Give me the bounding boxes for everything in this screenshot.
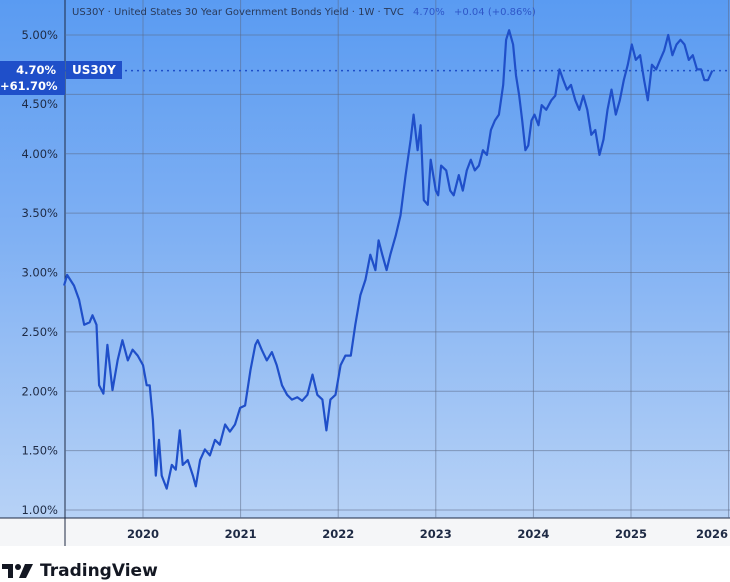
symbol-label: US30Y [66, 61, 122, 79]
y-tick-label: 4.50% [21, 97, 58, 111]
tradingview-logo[interactable]: TradingView [2, 561, 158, 581]
x-tick-label: 2026 [696, 527, 728, 541]
x-axis: 2020 2021 2022 2023 2024 2025 2026 [127, 527, 728, 541]
y-tick-label: 3.50% [21, 206, 58, 220]
price-scale-label: 4.70% +61.70% [0, 61, 65, 95]
logo-text: TradingView [40, 561, 158, 581]
y-axis: 5.00% 4.50% 4.00% 3.50% 3.00% 2.50% 2.00% 1.50%… [21, 28, 58, 517]
y-tick-label: 1.50% [21, 444, 58, 458]
tradingview-logo-icon [2, 564, 33, 578]
change-value: +0.04 (+0.86%) [454, 7, 536, 18]
chart-svg: 5.00% 4.50% 4.00% 3.50% 3.00% 2.50% 2.00% 1.50%… [0, 0, 730, 546]
chart-area[interactable] [0, 0, 730, 518]
y-tick-label: 5.00% [21, 28, 58, 42]
y-tick-label: 3.00% [21, 266, 58, 280]
x-tick-label: 2022 [322, 527, 354, 541]
price-label-change: +61.70% [0, 79, 58, 93]
series-line [63, 29, 714, 490]
x-tick-label: 2020 [127, 527, 159, 541]
price-label-value: 4.70% [16, 63, 56, 77]
symbol-title: US30Y · United States 30 Year Government… [72, 7, 404, 18]
x-tick-label: 2021 [225, 527, 257, 541]
x-tick-label: 2025 [615, 527, 647, 541]
x-tick-label: 2023 [420, 527, 452, 541]
y-tick-label: 2.50% [21, 325, 58, 339]
y-tick-label: 4.00% [21, 147, 58, 161]
x-tick-label: 2024 [517, 527, 549, 541]
last-value: 4.70% [413, 7, 445, 18]
y-tick-label: 1.00% [21, 503, 58, 517]
series-points [64, 30, 713, 489]
grid [0, 0, 730, 546]
chart-title: US30Y · United States 30 Year Government… [72, 7, 536, 18]
x-axis-strip [0, 518, 730, 546]
y-tick-label: 2.00% [21, 384, 58, 398]
